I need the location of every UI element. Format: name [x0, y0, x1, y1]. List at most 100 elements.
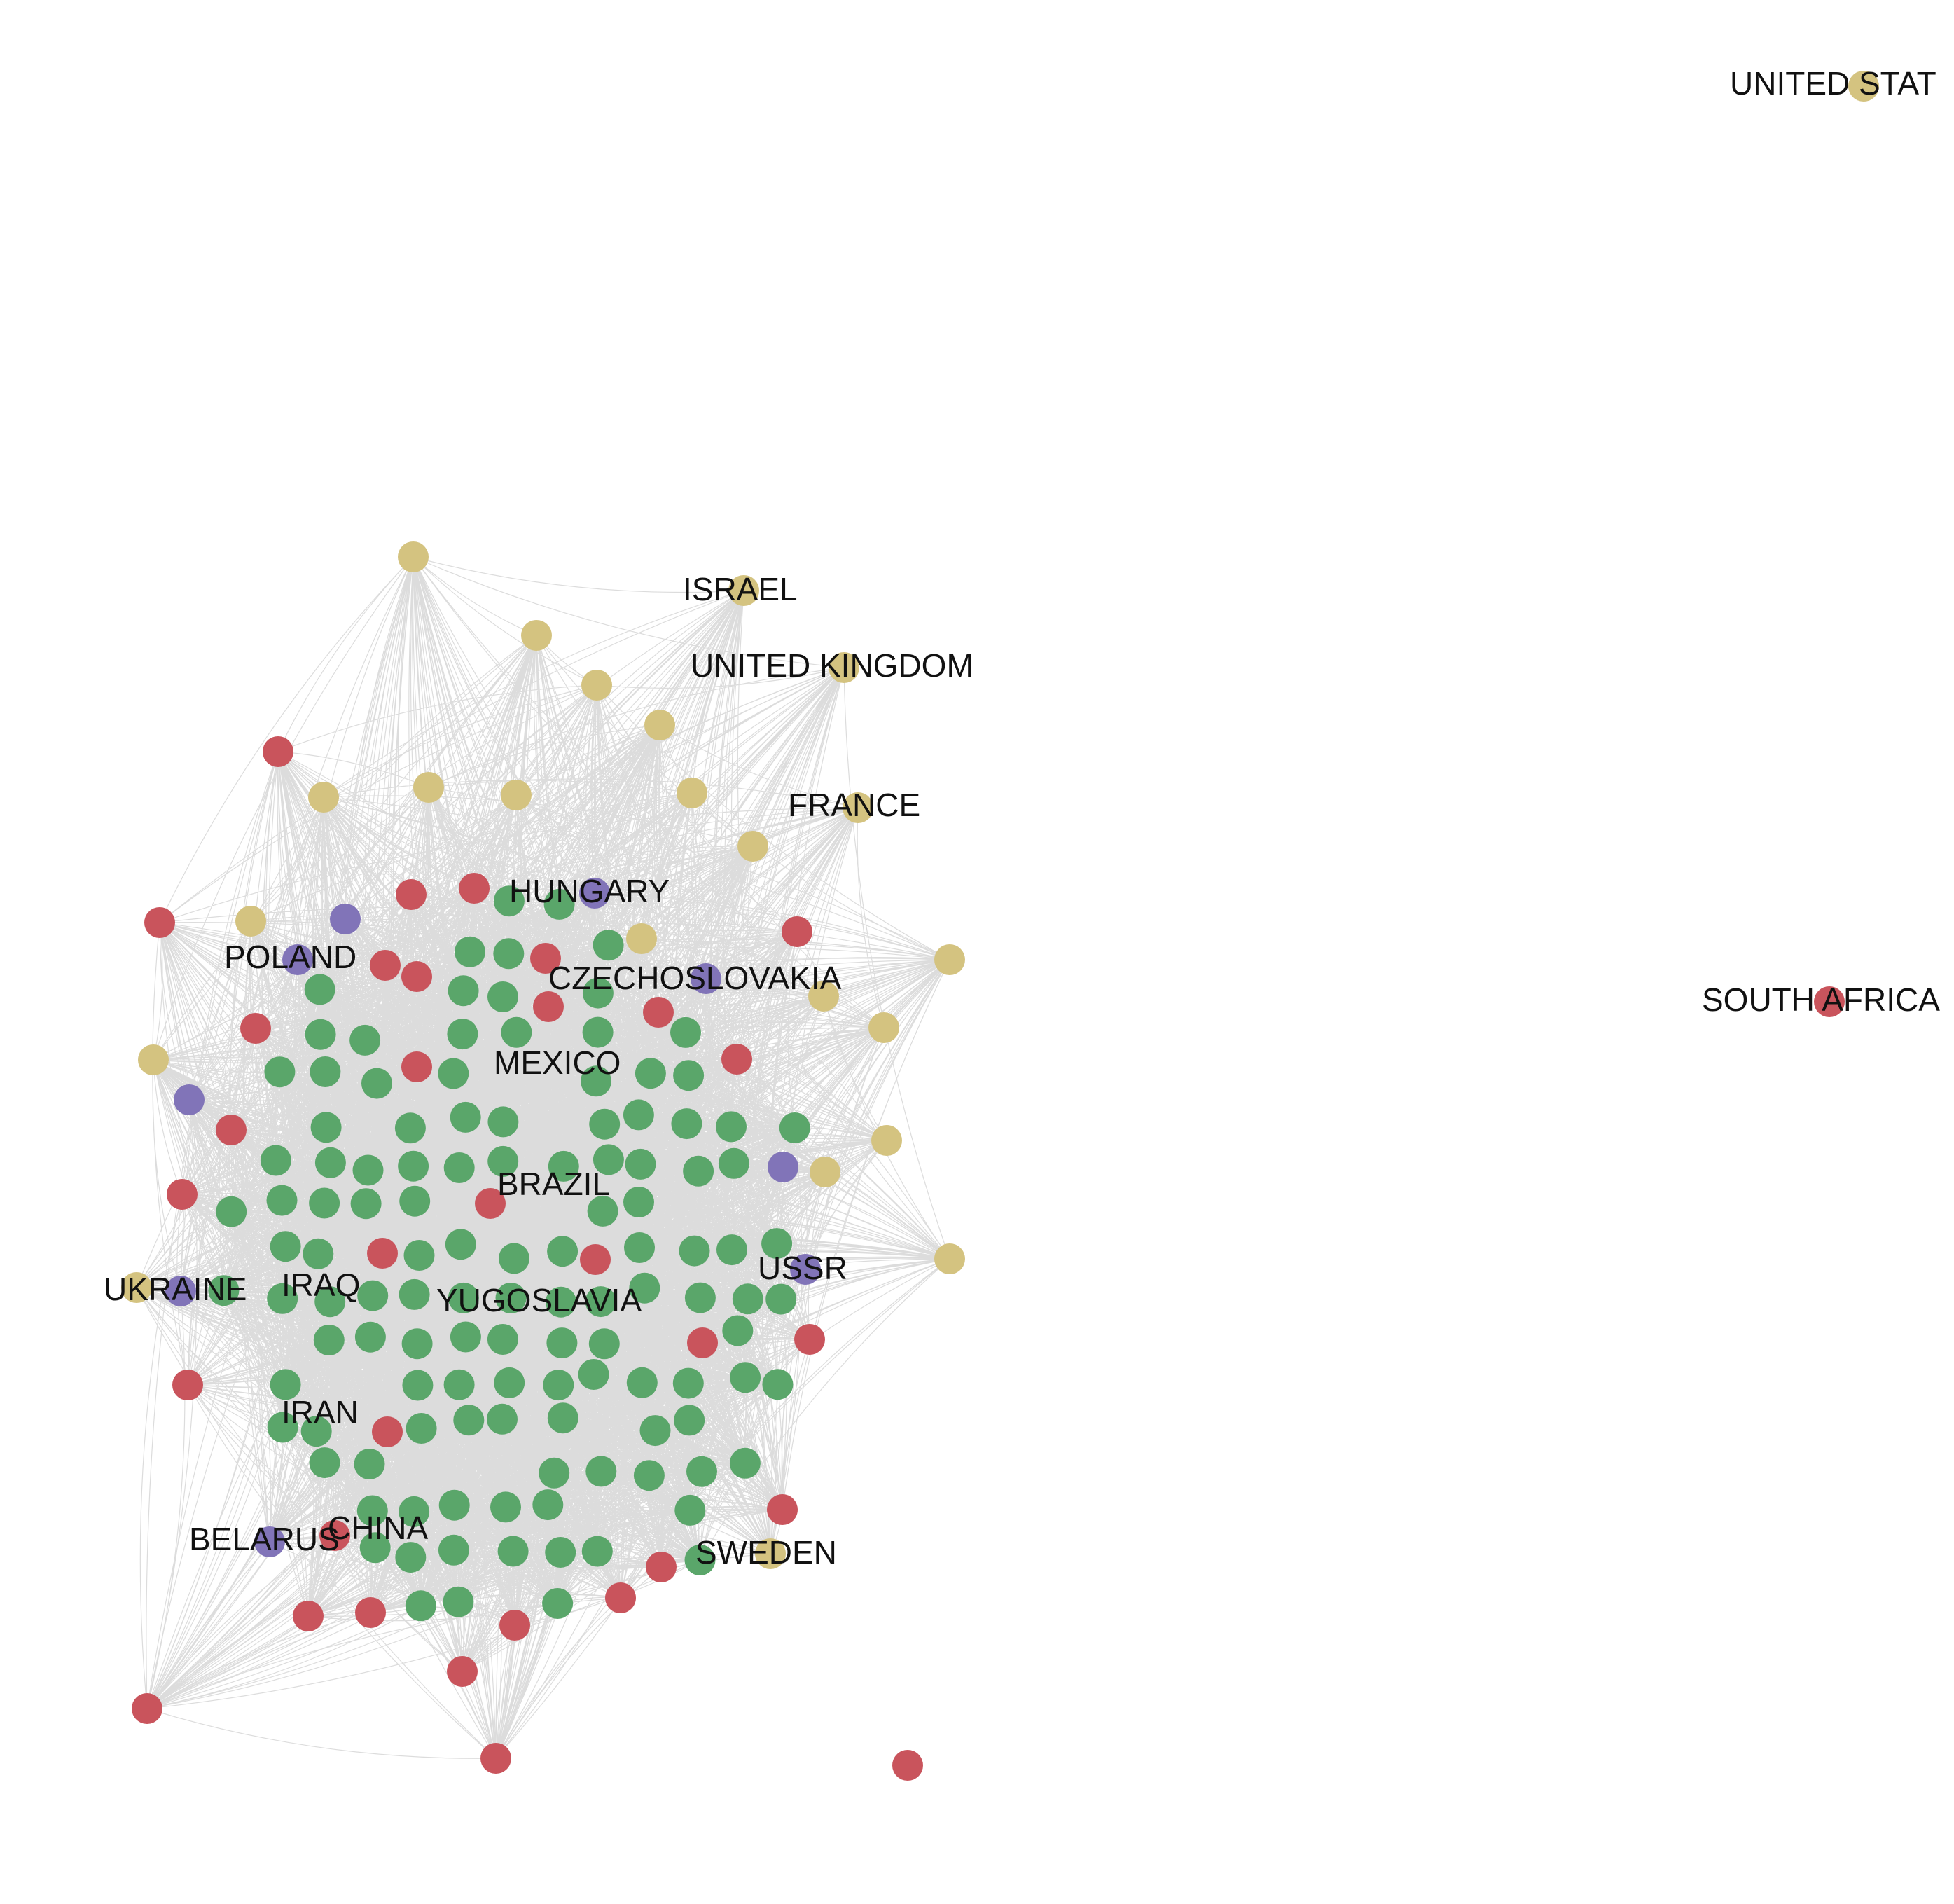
label-united-kingdom: UNITED KINGDOM [691, 647, 973, 684]
graph-node-green [545, 1537, 576, 1568]
graph-node-green [532, 1489, 564, 1521]
graph-node-red [475, 1188, 506, 1219]
graph-node-green [716, 1111, 747, 1143]
graph-node-green [593, 1144, 624, 1175]
label-iran: IRAN [282, 1394, 359, 1430]
graph-node-green [674, 1494, 706, 1526]
graph-node-green [501, 1016, 532, 1048]
graph-node-red [605, 1582, 636, 1613]
graph-node-green [402, 1370, 434, 1401]
graph-node-sand [737, 831, 768, 862]
label-poland: POLAND [224, 939, 356, 975]
graph-node-green [305, 1019, 336, 1050]
graph-node-green [406, 1413, 437, 1444]
label-czechoslovakia: CZECHOSLOVAKIA [548, 960, 842, 996]
graph-node-green [581, 1065, 611, 1097]
graph-node-green [499, 1243, 529, 1274]
graph-node-sand [677, 778, 707, 808]
label-ussr: USSR [758, 1250, 847, 1286]
graph-node-green [314, 1147, 346, 1178]
graph-node-green [267, 1283, 298, 1314]
graph-node-green [450, 1321, 481, 1353]
graph-node-sand [1848, 71, 1879, 102]
graph-node-green [403, 1240, 435, 1271]
graph-node-sand [235, 906, 266, 937]
graph-node-green [587, 1195, 618, 1227]
graph-node-green [438, 1534, 469, 1566]
graph-node-green [547, 1236, 578, 1267]
graph-node-purple [282, 944, 313, 975]
label-france: FRANCE [788, 787, 920, 823]
graph-node-red [372, 1416, 403, 1447]
graph-node-green [266, 1185, 298, 1216]
graph-node-green [349, 1024, 381, 1056]
graph-node-green [497, 1536, 529, 1567]
graph-node-green [487, 981, 518, 1012]
graph-node-green [588, 1328, 620, 1360]
graph-node-green [399, 1278, 430, 1310]
graph-node-red [401, 961, 432, 992]
graph-node-red [459, 873, 490, 904]
graph-node-green [310, 1056, 341, 1087]
graph-node-green [718, 1147, 749, 1179]
graph-node-green [639, 1415, 671, 1447]
graph-node-green [674, 1405, 705, 1436]
graph-node-red [167, 1179, 198, 1210]
graph-node-green [443, 1369, 475, 1400]
graph-node-green [260, 1145, 291, 1176]
graph-node-red [767, 1494, 798, 1525]
graph-node-purple [790, 1254, 821, 1285]
graph-node-green [448, 1282, 479, 1313]
graph-node-green [438, 1058, 469, 1089]
graph-node-green [354, 1321, 386, 1353]
graph-node-green [399, 1185, 431, 1217]
graph-node-green [625, 1148, 656, 1180]
graph-node-red [643, 997, 674, 1028]
graph-node-green [589, 1108, 621, 1140]
graph-node-green [487, 1145, 519, 1177]
graph-node-red [892, 1750, 923, 1781]
graph-node-green [453, 1405, 485, 1436]
graph-node-sand [728, 575, 759, 606]
graph-node-sand [413, 772, 444, 803]
graph-node-green [493, 938, 525, 970]
label-belarus: BELARUS [189, 1521, 340, 1557]
graph-node-green [684, 1282, 716, 1313]
graph-node-green [399, 1496, 430, 1527]
graph-node-green [487, 1324, 518, 1355]
graph-node-sand [871, 1125, 902, 1156]
graph-node-red [367, 1238, 398, 1269]
graph-node-green [309, 1187, 340, 1219]
graph-node-green [671, 1108, 702, 1140]
graph-node-sand [121, 1272, 152, 1303]
graph-node-sand [644, 710, 675, 740]
graph-node-sand [521, 620, 552, 651]
graph-node-green [762, 1369, 794, 1400]
graph-node-green [443, 1586, 474, 1617]
graph-node-green [548, 1150, 579, 1182]
graph-node-green [303, 1238, 334, 1269]
graph-node-green [765, 1283, 797, 1315]
graph-node-green [543, 1370, 574, 1401]
label-south-africa: SOUTH AFRICA [1702, 981, 1940, 1018]
graph-node-red [480, 1743, 511, 1774]
graph-node-green [623, 1187, 654, 1217]
label-israel: ISRAEL [683, 571, 798, 607]
graph-node-green [585, 1456, 617, 1487]
graph-node-red [401, 1051, 432, 1082]
graph-node-green [309, 1447, 340, 1479]
graph-node-red [447, 1656, 478, 1687]
graph-node-sand [843, 792, 873, 823]
label-ukraine: UKRAINE [104, 1271, 247, 1307]
label-united-states: UNITED STAT [1730, 65, 1936, 102]
graph-node-green [405, 1590, 436, 1622]
graph-node-red [794, 1324, 825, 1355]
graph-node-green [623, 1099, 654, 1131]
graph-node-green [398, 1150, 429, 1182]
graph-node-green [635, 1058, 666, 1089]
graph-node-green [582, 1016, 614, 1048]
graph-node-green [624, 1232, 655, 1263]
graph-node-green [395, 1542, 427, 1573]
label-hungary: HUNGARY [509, 873, 670, 909]
